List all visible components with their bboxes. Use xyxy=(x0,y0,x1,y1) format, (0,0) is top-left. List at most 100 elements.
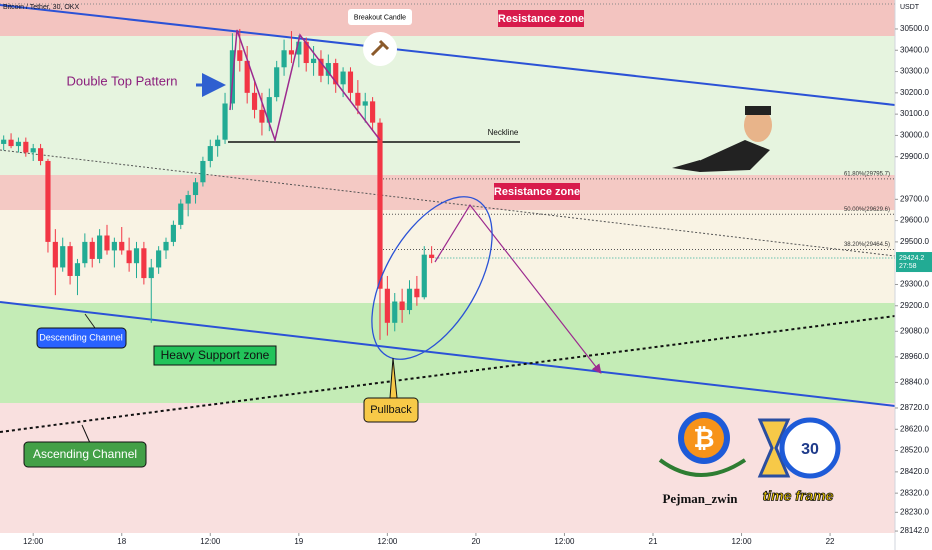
y-tick-label: 30000.0 xyxy=(900,131,929,140)
label: Double Top Pattern xyxy=(66,73,177,88)
candle-body xyxy=(104,235,110,251)
candle-body xyxy=(377,122,383,289)
candle-body xyxy=(414,288,420,298)
candle-body xyxy=(281,50,287,68)
zone xyxy=(0,0,895,36)
candle-body xyxy=(207,146,213,161)
zone xyxy=(0,175,895,210)
candle-body xyxy=(303,41,309,64)
x-tick-label: 18 xyxy=(117,537,126,546)
y-tick-label: 28840.0 xyxy=(900,378,929,387)
svg-text:₿: ₿ xyxy=(693,423,714,453)
candle-body xyxy=(163,241,169,251)
candle-body xyxy=(215,139,221,147)
zone xyxy=(0,210,895,303)
y-tick-label: 28320.0 xyxy=(900,488,929,497)
label-box xyxy=(348,9,412,25)
label-box xyxy=(363,397,419,423)
y-tick-label: 30200.0 xyxy=(900,88,929,97)
pointer xyxy=(84,313,96,329)
candle-body xyxy=(266,97,272,123)
y-tick-label: 30400.0 xyxy=(900,45,929,54)
y-tick-label: 29700.0 xyxy=(900,194,929,203)
candle-body xyxy=(111,241,117,251)
price-tag-value: 29424.2 xyxy=(899,255,924,262)
cartoon xyxy=(672,106,772,172)
pointer xyxy=(81,424,91,444)
candle-body xyxy=(8,139,14,147)
pattern-line xyxy=(229,29,381,143)
candle-body xyxy=(126,250,132,264)
drawings xyxy=(0,4,896,433)
price-tag xyxy=(896,252,932,273)
y-tick-label: 29500.0 xyxy=(900,237,929,246)
y-tick-label: 28420.0 xyxy=(900,467,929,476)
candle-body xyxy=(421,254,427,298)
candle-body xyxy=(37,148,44,161)
label: Resistance zone xyxy=(494,186,580,198)
candle-body xyxy=(82,241,88,264)
candle-body xyxy=(52,241,58,268)
y-tick-label: 30100.0 xyxy=(900,109,929,118)
candle-body xyxy=(156,250,162,268)
candle-body xyxy=(392,301,398,323)
pullback-ellipse xyxy=(371,196,493,360)
candle-body xyxy=(23,141,29,153)
y-tick-label: 30500.0 xyxy=(900,24,929,33)
fib-label: 38.20%(29464.5) xyxy=(844,242,890,248)
ascending-line xyxy=(0,315,896,433)
candle-body xyxy=(45,160,51,242)
candle-body xyxy=(399,301,405,311)
y-tick-label: 28620.0 xyxy=(900,424,929,433)
candle-body xyxy=(296,41,302,55)
x-tick-label: 12:00 xyxy=(377,537,398,546)
candle-body xyxy=(274,67,280,98)
x-tick-label: 12:00 xyxy=(200,537,221,546)
candle-body xyxy=(362,101,368,106)
label-box xyxy=(153,345,277,366)
x-tick-label: 19 xyxy=(294,537,303,546)
time-axis xyxy=(0,533,895,550)
logo: ₿ 30 xyxy=(658,412,841,479)
candle-body xyxy=(133,248,140,264)
candle-body xyxy=(185,195,191,204)
author: Pejman_zwin xyxy=(662,491,738,506)
candle-body xyxy=(30,148,36,153)
candle-body xyxy=(318,58,324,76)
label: Heavy Support zone xyxy=(161,348,270,362)
projection xyxy=(434,203,602,374)
candle-body xyxy=(406,288,413,311)
candle-body xyxy=(429,254,435,259)
candle-body xyxy=(74,263,81,276)
candle-body xyxy=(170,224,176,242)
chart-title: Bitcoin / Tether, 30, OKX xyxy=(3,4,79,11)
candle-body xyxy=(119,241,125,251)
price-axis xyxy=(895,0,932,550)
label: 30 xyxy=(801,441,819,458)
candle-body xyxy=(355,92,361,106)
candle-body xyxy=(222,103,228,140)
channel-line xyxy=(0,301,896,407)
candle-body xyxy=(67,246,73,276)
candle-body xyxy=(325,63,331,76)
annotations: Breakout Candle Resistance zone Double T… xyxy=(23,9,841,506)
x-tick-label: 12:00 xyxy=(23,537,44,546)
label: Neckline xyxy=(488,128,519,137)
y-tick-label: 29200.0 xyxy=(900,301,929,310)
candle-body xyxy=(340,71,346,85)
label: Breakout Candle xyxy=(354,14,406,21)
candle-body xyxy=(251,92,258,110)
candle-body xyxy=(347,71,354,93)
x-tick-label: 22 xyxy=(826,537,835,546)
y-tick-label: 29900.0 xyxy=(900,152,929,161)
label-box xyxy=(494,183,580,200)
zone xyxy=(0,403,895,533)
y-tick-label: 28720.0 xyxy=(900,403,929,412)
candle-body xyxy=(384,288,390,323)
label: Resistance zone xyxy=(498,13,584,25)
candle-body xyxy=(259,109,265,123)
candle-body xyxy=(89,241,95,259)
candle-body xyxy=(15,141,22,147)
label-box xyxy=(23,441,147,468)
